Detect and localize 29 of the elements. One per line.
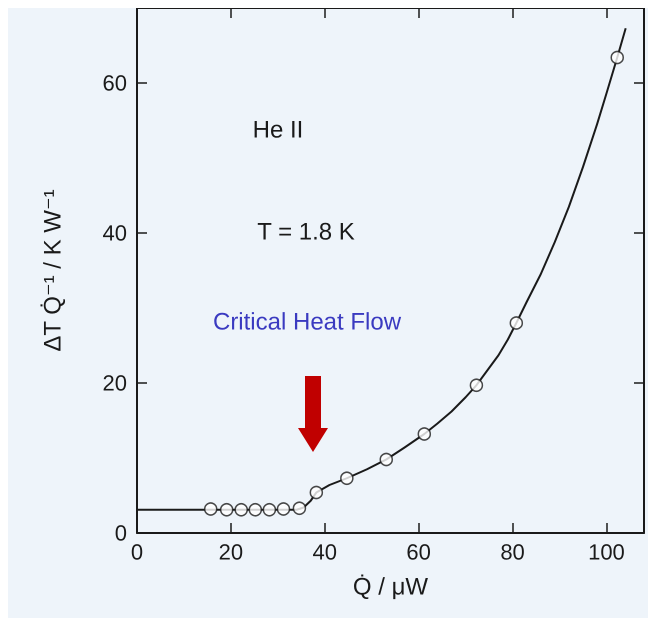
point: [292, 502, 306, 515]
annotation: T = 1.8 K: [257, 218, 355, 246]
point: [510, 316, 524, 330]
x-tick-label: 60: [406, 540, 431, 564]
point: [248, 503, 262, 516]
x-tick-label: 0: [130, 540, 144, 564]
point: [470, 378, 484, 392]
point: [610, 50, 624, 64]
point: [220, 503, 234, 516]
x-tick-label: 80: [500, 540, 525, 564]
x-tick-label: 20: [218, 540, 244, 564]
annotation: Critical Heat Flow: [212, 308, 402, 336]
point: [310, 486, 324, 500]
y-tick-label: 0: [114, 520, 127, 546]
y-tick-label: 40: [102, 220, 127, 246]
annotation: He II: [252, 116, 304, 144]
point: [204, 502, 218, 516]
point: [262, 503, 276, 516]
y-tick-label: 60: [102, 70, 127, 96]
x-tick-label: 100: [588, 540, 625, 564]
x-tick-label: 40: [312, 540, 338, 564]
point: [380, 452, 394, 466]
point: [340, 472, 354, 485]
y-tick-label: 20: [102, 370, 127, 396]
point: [418, 427, 432, 441]
point: [234, 503, 248, 516]
point: [276, 502, 290, 516]
x-axis-title: Q̇ / μW: [352, 574, 428, 600]
y-axis-title: ΔT Q̇⁻¹ / K W⁻¹: [40, 189, 66, 352]
